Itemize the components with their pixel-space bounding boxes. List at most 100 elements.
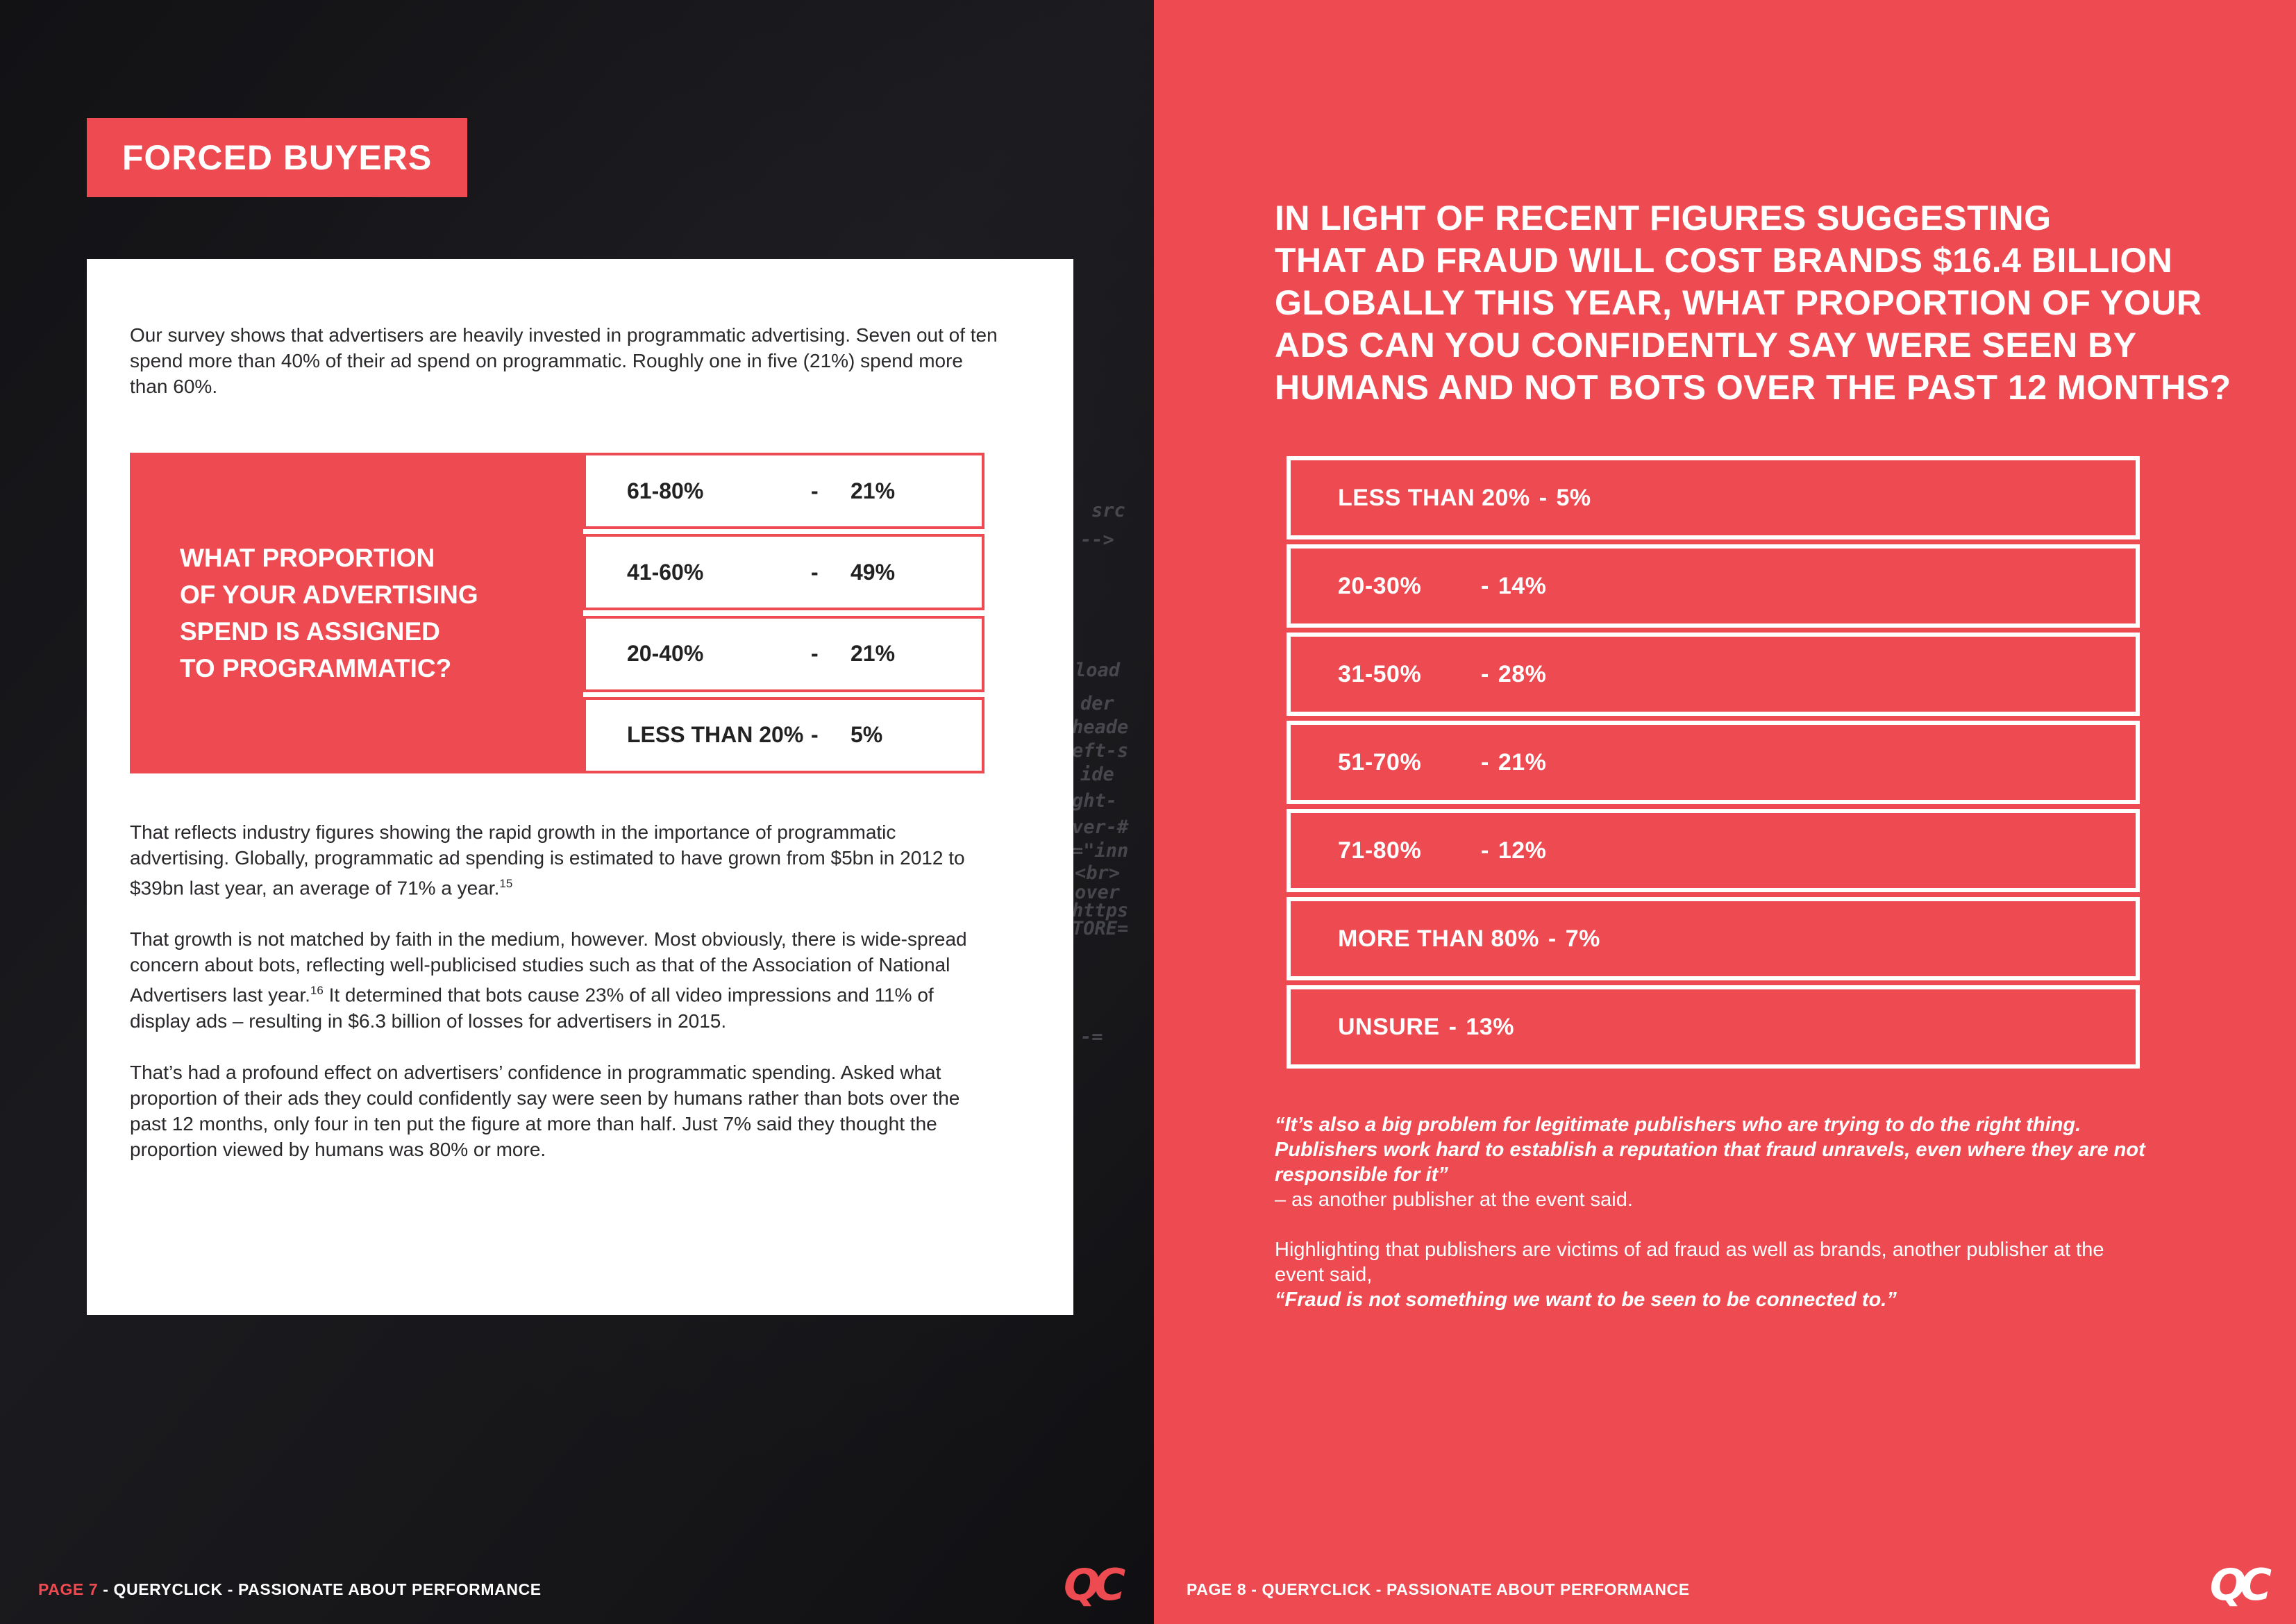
result-row: MORE THAN 80% - 7% [1287, 897, 2140, 980]
result-row-separator: - [1481, 837, 1489, 864]
result-row-separator: - [1481, 748, 1489, 776]
code-texture-fragment: src [1091, 500, 1125, 521]
code-texture-fragment: ide [1080, 764, 1114, 785]
chart-row-value: 21% [850, 478, 896, 503]
heading-line: HUMANS AND NOT BOTS OVER THE PAST 12 MON… [1275, 368, 2231, 407]
quote-text: “Fraud is not something we want to be se… [1275, 1289, 1897, 1311]
result-row-separator: - [1481, 660, 1489, 687]
result-row: 31-50% - 28% [1287, 633, 2140, 716]
footer-text: - QUERYCLICK - PASSIONATE ABOUT PERFORMA… [98, 1580, 542, 1598]
code-texture-fragment: TORE= [1072, 918, 1129, 939]
heading-line: IN LIGHT OF RECENT FIGURES SUGGESTING [1275, 199, 2052, 237]
code-texture-fragment: ver-# [1072, 817, 1129, 838]
paragraph-text: That growth is not matched by faith in t… [130, 928, 967, 1006]
code-texture-fragment: -= [1080, 1026, 1103, 1048]
intro-paragraph: Our survey shows that advertisers are he… [130, 324, 998, 397]
result-row-label: 71-80% [1338, 837, 1422, 864]
chart-question-line: SPEND IS ASSIGNED [180, 617, 440, 646]
paragraph-text: Highlighting that publishers are victims… [1275, 1239, 2104, 1286]
result-row-label: LESS THAN 20% [1338, 484, 1530, 511]
heading-line: ADS CAN YOU CONFIDENTLY SAY WERE SEEN BY [1275, 326, 2137, 365]
chart-row-label: 61-80% [627, 478, 704, 503]
result-row-value: 5% [1556, 484, 1591, 511]
result-row-separator: - [1481, 572, 1489, 599]
footer-right: PAGE 8 - QUERYCLICK - PASSIONATE ABOUT P… [1187, 1580, 1690, 1598]
chart-row: LESS THAN 20% - 5% [583, 696, 984, 773]
survey-result-rows: LESS THAN 20% - 5% 20-30% - 14% 31-50% -… [1287, 456, 2140, 1069]
chart-row-label: 41-60% [627, 559, 704, 585]
result-row: 20-30% - 14% [1287, 544, 2140, 628]
body-paragraph: That’s had a profound effect on advertis… [130, 1061, 960, 1160]
chart-row: 61-80% - 21% [583, 453, 984, 529]
chart-row-value: 21% [850, 641, 896, 667]
body-paragraph: That reflects industry figures showing t… [130, 819, 999, 901]
chart-row-separator: - [811, 641, 819, 667]
publisher-quotes: “It’s also a big problem for legitimate … [1275, 1112, 2151, 1312]
publisher-quote-block: “It’s also a big problem for legitimate … [1275, 1112, 2151, 1212]
code-texture-fragment: https [1072, 900, 1129, 921]
result-row-separator: - [1448, 1013, 1457, 1040]
result-row-value: 28% [1498, 660, 1547, 687]
result-row-value: 7% [1565, 925, 1600, 952]
code-texture-fragment: heade [1072, 717, 1129, 738]
body-paragraph: That growth is not matched by faith in t… [130, 926, 999, 1033]
chart-question-line: OF YOUR ADVERTISING [180, 580, 478, 609]
queryclick-logo: QC [1064, 1559, 1125, 1610]
chart-question-box: WHAT PROPORTION OF YOUR ADVERTISING SPEN… [130, 453, 583, 773]
result-row-value: 21% [1498, 748, 1547, 776]
code-texture-fragment: over [1075, 882, 1121, 903]
result-row-label: UNSURE [1338, 1013, 1440, 1040]
result-row-separator: - [1548, 925, 1557, 952]
result-row-value: 12% [1498, 837, 1547, 864]
chart-row-label: 20-40% [627, 641, 704, 667]
heading-line: THAT AD FRAUD WILL COST BRANDS $16.4 BIL… [1275, 241, 2173, 280]
chart-row-value: 5% [850, 722, 883, 748]
result-row: UNSURE - 13% [1287, 985, 2140, 1069]
publisher-paragraph: Highlighting that publishers are victims… [1275, 1237, 2151, 1312]
section-title: FORCED BUYERS [121, 138, 433, 177]
result-row-value: 14% [1498, 572, 1547, 599]
code-texture-fragment: ght- [1072, 790, 1118, 812]
content-card: Our survey shows that advertisers are he… [87, 259, 1073, 1315]
result-row-value: 13% [1466, 1013, 1514, 1040]
chart-rows: 61-80% - 21% 41-60% - 49% 20-40% - 21% [583, 453, 984, 773]
quote-attribution: – as another publisher at the event said… [1275, 1189, 1633, 1211]
footer-left: PAGE 7 - QUERYCLICK - PASSIONATE ABOUT P… [38, 1580, 542, 1599]
code-texture-fragment: ="inn [1072, 840, 1129, 862]
footnote-ref: 15 [499, 877, 513, 890]
paragraph-text: That reflects industry figures showing t… [130, 821, 965, 899]
result-row-separator: - [1539, 484, 1548, 511]
result-row-label: 31-50% [1338, 660, 1422, 687]
result-row-label: 51-70% [1338, 748, 1422, 776]
spend-proportion-chart: WHAT PROPORTION OF YOUR ADVERTISING SPEN… [130, 453, 1030, 773]
page-right: IN LIGHT OF RECENT FIGURES SUGGESTING TH… [1154, 0, 2296, 1624]
footnote-ref: 16 [310, 984, 324, 998]
result-row: 71-80% - 12% [1287, 809, 2140, 892]
code-texture-fragment: load [1075, 660, 1121, 681]
result-row-label: MORE THAN 80% [1338, 925, 1539, 952]
chart-row: 20-40% - 21% [583, 615, 984, 692]
result-row-label: 20-30% [1338, 572, 1422, 599]
code-texture-fragment: eft-s [1072, 740, 1129, 762]
chart-row-label: LESS THAN 20% [627, 722, 804, 748]
code-texture-fragment: der [1080, 693, 1114, 714]
chart-row-value: 49% [850, 559, 896, 585]
chart-row: 41-60% - 49% [583, 534, 984, 611]
chart-row-separator: - [811, 722, 819, 748]
chart-question-line: TO PROGRAMMATIC? [180, 654, 452, 683]
queryclick-logo: QC [2209, 1559, 2272, 1610]
result-row: 51-70% - 21% [1287, 721, 2140, 804]
paragraph-text: It determined that bots cause 23% of all… [130, 984, 934, 1032]
section-title-badge: FORCED BUYERS [87, 118, 467, 197]
code-texture-fragment: <br> [1075, 862, 1121, 884]
question-heading: IN LIGHT OF RECENT FIGURES SUGGESTING TH… [1275, 197, 2231, 409]
result-row: LESS THAN 20% - 5% [1287, 456, 2140, 539]
heading-line: GLOBALLY THIS YEAR, WHAT PROPORTION OF Y… [1275, 283, 2202, 322]
page-left: src --> load der heade eft-s ide ght- ve… [0, 0, 1154, 1624]
chart-row-separator: - [811, 559, 819, 585]
page-number: PAGE 7 [38, 1580, 99, 1598]
code-texture-fragment: --> [1080, 529, 1114, 551]
chart-question-line: WHAT PROPORTION [180, 544, 435, 572]
chart-row-separator: - [811, 478, 819, 503]
